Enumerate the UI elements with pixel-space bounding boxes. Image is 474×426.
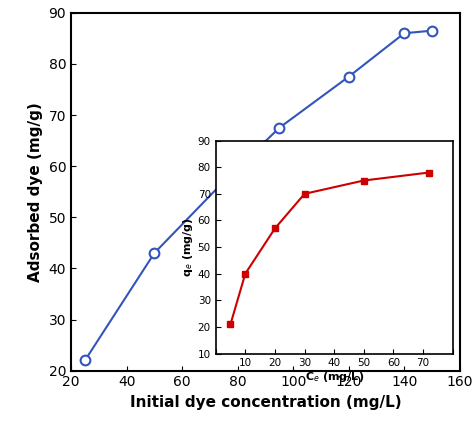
Y-axis label: q$_e$ (mg/g): q$_e$ (mg/g)	[181, 217, 195, 277]
Y-axis label: Adsorbed dye (mg/g): Adsorbed dye (mg/g)	[28, 102, 43, 282]
X-axis label: C$_e$ (mg/L): C$_e$ (mg/L)	[305, 370, 364, 384]
X-axis label: Initial dye concentration (mg/L): Initial dye concentration (mg/L)	[129, 395, 401, 410]
